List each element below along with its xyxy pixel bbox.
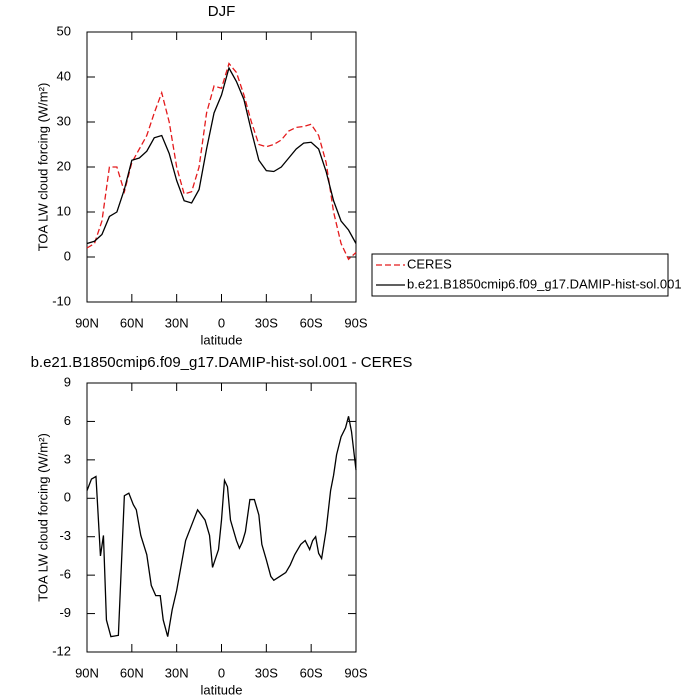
data-line <box>86 62 357 261</box>
x-tick-label: 60N <box>120 665 144 680</box>
x-tick-label: 30N <box>165 665 189 680</box>
x-tick-label: 0 <box>218 665 225 680</box>
y-axis-label: TOA LW cloud forcing (W/m²) <box>35 433 50 602</box>
x-tick-label: 90S <box>344 315 367 330</box>
x-tick-label: 60S <box>300 665 323 680</box>
x-axis-label: latitude <box>201 332 243 347</box>
y-tick-label: 20 <box>57 158 71 173</box>
y-tick-label: -6 <box>59 567 71 582</box>
x-tick-label: 90S <box>344 665 367 680</box>
x-axis-label: latitude <box>201 682 243 697</box>
x-tick-label: 30S <box>255 665 278 680</box>
y-tick-label: 10 <box>57 203 71 218</box>
y-tick-label: 40 <box>57 68 71 83</box>
x-tick-label: 30N <box>165 315 189 330</box>
x-tick-label: 90N <box>75 315 99 330</box>
y-tick-label: -9 <box>59 605 71 620</box>
data-line <box>86 66 357 245</box>
y-tick-label: 30 <box>57 113 71 128</box>
legend-box <box>371 253 669 297</box>
y-tick-label: -12 <box>52 643 71 658</box>
y-tick-label: 50 <box>57 23 71 38</box>
y-tick-label: 6 <box>64 413 71 428</box>
x-tick-label: 90N <box>75 665 99 680</box>
chart-title: b.e21.B1850cmip6.f09_g17.DAMIP-hist-sol.… <box>31 354 413 371</box>
legend-label: b.e21.B1850cmip6.f09_g17.DAMIP-hist-sol.… <box>407 276 682 291</box>
x-tick-label: 60S <box>300 315 323 330</box>
y-tick-label: 9 <box>64 374 71 389</box>
y-axis-label: TOA LW cloud forcing (W/m²) <box>35 83 50 252</box>
x-tick-label: 0 <box>218 315 225 330</box>
x-tick-label: 60N <box>120 315 144 330</box>
x-tick-label: 30S <box>255 315 278 330</box>
legend-label: CERES <box>407 256 452 271</box>
y-tick-label: 3 <box>64 451 71 466</box>
y-tick-label: -10 <box>52 293 71 308</box>
y-tick-label: 0 <box>64 490 71 505</box>
data-line <box>86 416 357 638</box>
y-tick-label: 0 <box>64 248 71 263</box>
chart-title: DJF <box>208 3 236 20</box>
plot-frame <box>86 31 357 303</box>
y-tick-label: -3 <box>59 528 71 543</box>
